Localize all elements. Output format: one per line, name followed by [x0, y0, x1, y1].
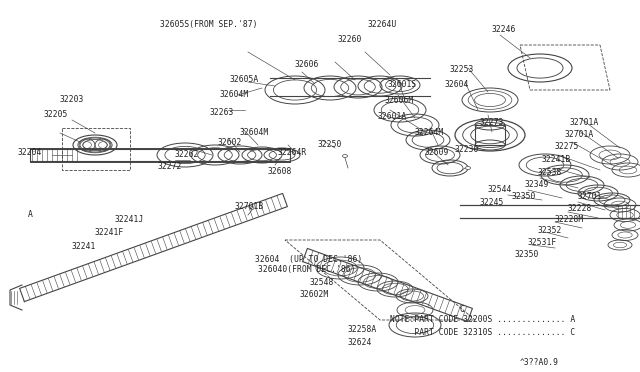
- Text: 32350: 32350: [512, 192, 536, 201]
- Text: 32604M: 32604M: [220, 90, 249, 99]
- Text: 32544: 32544: [488, 185, 513, 194]
- Text: 32230: 32230: [455, 145, 479, 154]
- Text: 32602M: 32602M: [300, 290, 329, 299]
- Text: 32604: 32604: [445, 80, 469, 89]
- Text: 32264R: 32264R: [278, 148, 307, 157]
- Ellipse shape: [342, 154, 348, 157]
- Text: 32241J: 32241J: [115, 215, 144, 224]
- Text: 32531F: 32531F: [528, 238, 557, 247]
- Ellipse shape: [465, 167, 470, 170]
- Text: 32701B: 32701B: [235, 202, 264, 211]
- Text: 32228: 32228: [568, 204, 593, 213]
- Text: 32204: 32204: [18, 148, 42, 157]
- Text: 32606: 32606: [295, 60, 319, 69]
- Text: 32241: 32241: [72, 242, 97, 251]
- Text: 32601A: 32601A: [378, 112, 407, 121]
- Text: 32262: 32262: [175, 150, 200, 159]
- Text: 32228M: 32228M: [555, 215, 584, 224]
- Text: 32264M: 32264M: [415, 128, 444, 137]
- Text: PART CODE 32310S .............. C: PART CODE 32310S .............. C: [390, 328, 575, 337]
- Text: 32253: 32253: [450, 65, 474, 74]
- Text: 32273: 32273: [480, 118, 504, 127]
- Text: 32606M: 32606M: [385, 96, 414, 105]
- Text: 32245: 32245: [480, 198, 504, 207]
- Text: 32260: 32260: [338, 35, 362, 44]
- Text: C: C: [460, 305, 465, 314]
- Text: 32205: 32205: [44, 110, 68, 119]
- Text: 32250: 32250: [318, 140, 342, 149]
- Text: 32275: 32275: [555, 142, 579, 151]
- Text: 32272: 32272: [158, 162, 182, 171]
- Text: 32203: 32203: [60, 95, 84, 104]
- Text: 32701A: 32701A: [570, 118, 599, 127]
- Text: 32605A: 32605A: [230, 75, 259, 84]
- Text: 32602: 32602: [218, 138, 243, 147]
- Text: 32263: 32263: [210, 108, 234, 117]
- Text: 32241B: 32241B: [542, 155, 572, 164]
- Text: 32605S(FROM SEP.'87): 32605S(FROM SEP.'87): [160, 20, 257, 29]
- Text: 32264U: 32264U: [368, 20, 397, 29]
- Text: ^3??A0.9: ^3??A0.9: [520, 358, 559, 367]
- Text: 32609: 32609: [425, 148, 449, 157]
- Text: A: A: [28, 210, 33, 219]
- Text: 32241F: 32241F: [95, 228, 124, 237]
- Text: 32258A: 32258A: [348, 325, 377, 334]
- Text: 32701: 32701: [578, 192, 602, 201]
- Text: 32601S: 32601S: [388, 80, 417, 89]
- Ellipse shape: [250, 206, 254, 209]
- Text: 32352: 32352: [538, 226, 563, 235]
- Text: 326040(FROM DEC.'86): 326040(FROM DEC.'86): [258, 265, 355, 274]
- Text: 32246: 32246: [492, 25, 516, 34]
- Text: 32349: 32349: [525, 180, 549, 189]
- Text: 32608: 32608: [268, 167, 292, 176]
- Text: 32624: 32624: [348, 338, 372, 347]
- Text: 32350: 32350: [515, 250, 540, 259]
- Text: 32701A: 32701A: [565, 130, 595, 139]
- Text: 32548: 32548: [310, 278, 334, 287]
- Text: 32604  (UP TO DEC.'86): 32604 (UP TO DEC.'86): [255, 255, 362, 264]
- Text: 32604M: 32604M: [240, 128, 269, 137]
- Text: 32538: 32538: [538, 168, 563, 177]
- Bar: [475, 125, 505, 145]
- Text: NOTE:PART CODE 32200S .............. A: NOTE:PART CODE 32200S .............. A: [390, 315, 575, 324]
